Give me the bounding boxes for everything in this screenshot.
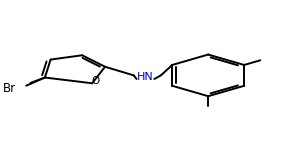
Text: O: O xyxy=(91,76,99,86)
Text: Br: Br xyxy=(3,82,16,95)
Text: HN: HN xyxy=(137,72,154,82)
